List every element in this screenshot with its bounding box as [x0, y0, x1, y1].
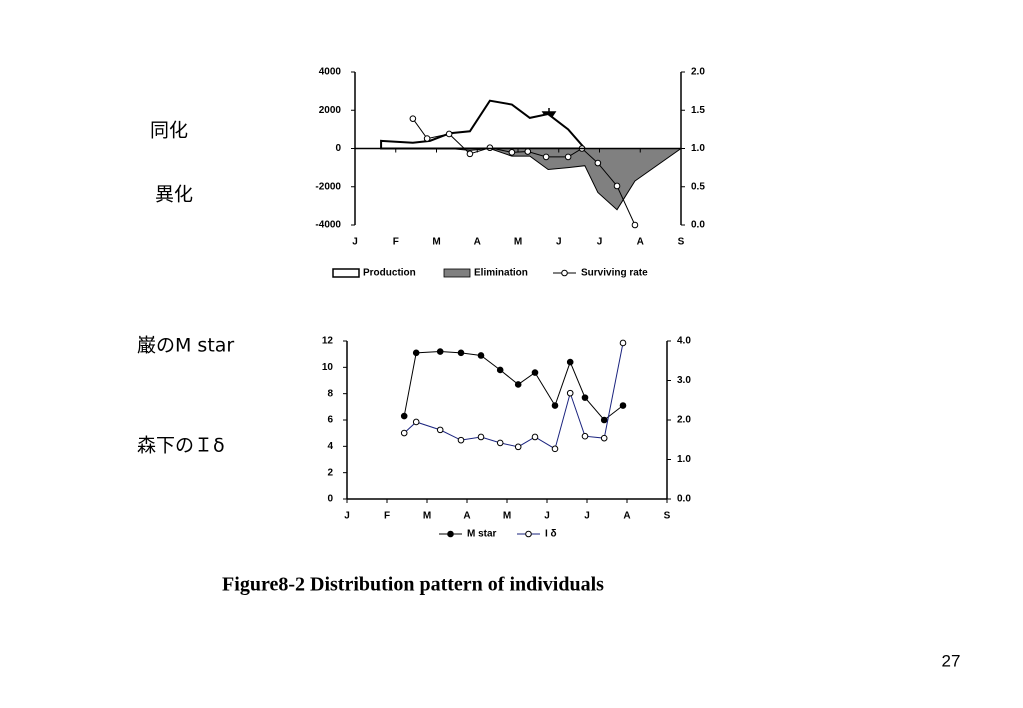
marker: [542, 153, 550, 161]
y-tick-label: 2000: [319, 105, 342, 116]
marker: [412, 418, 420, 426]
marker: [423, 135, 431, 142]
x-tick-label: J: [544, 511, 550, 522]
x-tick-label: A: [463, 511, 470, 522]
y2-tick-label: 1.0: [677, 454, 691, 465]
x-tick-label: J: [344, 511, 350, 522]
side-label: 森下のＩδ: [137, 435, 225, 457]
marker: [412, 349, 420, 357]
x-tick-label: S: [664, 511, 671, 522]
marker: [531, 369, 539, 376]
x-tick-label: F: [393, 237, 399, 248]
marker: [600, 416, 608, 424]
x-tick-label: J: [597, 237, 603, 248]
y2-tick-label: 3.0: [677, 375, 691, 386]
legend-marker: [447, 530, 454, 538]
x-tick-label: M: [423, 511, 431, 522]
y-tick-label: 12: [322, 336, 334, 347]
marker: [524, 148, 532, 155]
y-tick-label: 0: [335, 143, 341, 154]
x-tick-label: M: [432, 237, 440, 248]
x-tick-label: J: [352, 237, 358, 248]
y-tick-label: -2000: [315, 181, 341, 192]
y2-tick-label: 0.0: [677, 494, 691, 505]
legend-marker: [525, 530, 532, 538]
marker: [551, 445, 559, 453]
side-label: 同化: [150, 120, 188, 142]
marker: [594, 159, 602, 167]
y-tick-label: 8: [327, 388, 333, 399]
marker: [600, 434, 608, 442]
y2-tick-label: 1.5: [691, 105, 705, 116]
legend-marker: [561, 269, 568, 277]
y-tick-label: -4000: [315, 220, 341, 231]
side-label: 巌のM star: [137, 335, 234, 357]
marker: [409, 115, 417, 122]
legend-label: I δ: [545, 529, 557, 540]
y2-tick-label: 0.0: [691, 220, 705, 231]
marker: [613, 182, 621, 190]
marker: [400, 412, 408, 420]
legend-label: Production: [363, 268, 416, 279]
marker: [436, 348, 444, 355]
marker: [457, 349, 465, 357]
x-tick-label: A: [637, 237, 644, 248]
marker: [514, 443, 522, 451]
y-tick-label: 10: [322, 362, 334, 373]
x-tick-label: M: [514, 237, 522, 248]
caption: Figure8-2 Distribution pattern of indivi…: [222, 574, 604, 596]
side-label: 異化: [155, 184, 193, 206]
marker: [566, 389, 574, 397]
marker: [531, 433, 539, 441]
area: [380, 99, 588, 150]
marker: [496, 439, 504, 447]
legend-label: Surviving rate: [581, 268, 648, 279]
marker: [477, 352, 485, 359]
marker: [619, 339, 627, 347]
marker: [466, 150, 474, 158]
legend-swatch: [443, 268, 471, 278]
x-tick-label: J: [584, 511, 590, 522]
x-tick-label: J: [556, 237, 562, 248]
y-tick-label: 4000: [319, 67, 342, 78]
marker: [551, 402, 559, 409]
y2-tick-label: 4.0: [677, 336, 691, 347]
y2-tick-label: 2.0: [691, 67, 705, 78]
marker: [496, 366, 504, 374]
marker: [564, 153, 572, 161]
line: [403, 342, 624, 450]
marker: [400, 429, 408, 437]
x-tick-label: F: [384, 511, 390, 522]
x-tick-label: A: [623, 511, 630, 522]
marker: [457, 436, 465, 444]
y2-tick-label: 0.5: [691, 181, 705, 192]
marker: [436, 426, 444, 434]
marker: [477, 433, 485, 441]
y-tick-label: 6: [327, 415, 333, 426]
marker: [581, 432, 589, 440]
y-tick-label: 2: [327, 467, 333, 478]
marker: [486, 144, 494, 152]
marker: [581, 394, 589, 401]
y2-tick-label: 1.0: [691, 143, 705, 154]
marker: [514, 381, 522, 388]
marker: [508, 149, 516, 156]
marker: [566, 358, 574, 366]
y-tick-label: 4: [327, 441, 333, 452]
legend-label: M star: [467, 529, 497, 540]
marker: [631, 221, 639, 229]
marker: [619, 402, 627, 409]
x-tick-label: A: [474, 237, 481, 248]
legend-swatch: [332, 268, 360, 278]
page-number: 27: [942, 651, 961, 670]
y2-tick-label: 2.0: [677, 415, 691, 426]
y-tick-label: 0: [327, 494, 333, 505]
marker: [445, 130, 453, 138]
x-tick-label: S: [678, 237, 685, 248]
legend-label: Elimination: [474, 268, 528, 279]
line: [403, 351, 624, 421]
x-tick-label: M: [503, 511, 511, 522]
